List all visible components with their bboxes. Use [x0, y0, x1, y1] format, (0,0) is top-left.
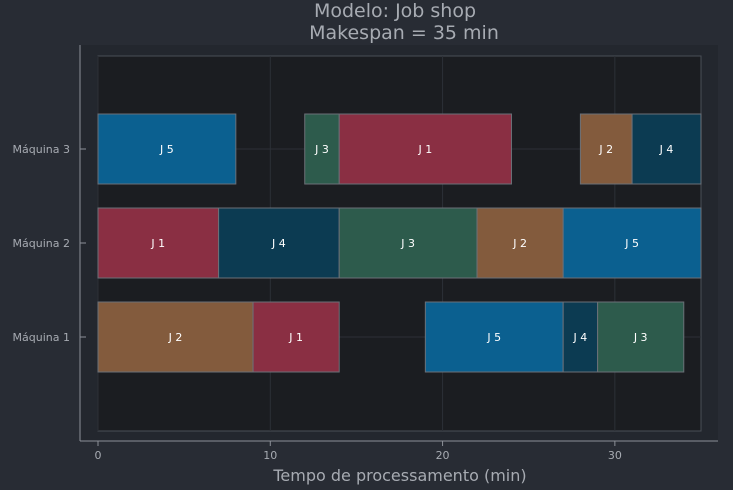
task-bar-label: J 4: [573, 331, 588, 344]
task-bar: [97, 207, 220, 279]
task-bar-label: J 2: [512, 237, 527, 250]
y-tick-label: Máquina 2: [13, 237, 70, 250]
y-tick-label: Máquina 1: [13, 331, 70, 344]
chart-title-line-2: Makespan = 35 min: [309, 22, 499, 44]
task-bar-label: J 3: [633, 331, 648, 344]
task-bar: [218, 207, 340, 279]
x-tick-label: 10: [263, 449, 277, 462]
task-bar-label: J 3: [400, 237, 415, 250]
task-bar-label: J 2: [598, 143, 613, 156]
x-tick-label: 20: [436, 449, 450, 462]
task-bar-label: J 5: [486, 331, 501, 344]
task-bar: [338, 113, 512, 185]
y-ticks: Máquina 1 Máquina 2 Máquina 3: [13, 143, 86, 344]
task-bar: [97, 113, 237, 185]
task-bar-label: J 5: [159, 143, 174, 156]
x-ticks: 0 10 20 30: [95, 441, 622, 462]
task-bar: [579, 113, 633, 185]
task-bar-label: J 1: [288, 331, 303, 344]
x-tick-label: 0: [95, 449, 102, 462]
task-bar-label: J 5: [624, 237, 639, 250]
y-tick-label: Máquina 3: [13, 143, 70, 156]
task-bar-labels: J 2 J 1 J 5 J 4 J 3 J 1 J 4 J 3 J 2 J 5 J 5 J 3 J 1 J…: [150, 143, 673, 344]
chart-title-line-1: Modelo: Job shop: [314, 0, 476, 22]
x-tick-label: 30: [608, 449, 622, 462]
task-bar: [631, 113, 702, 185]
task-bar: [562, 301, 599, 373]
task-bar: [304, 113, 340, 185]
task-bar: [97, 301, 254, 373]
task-bar-label: J 1: [150, 237, 165, 250]
task-bars: [97, 113, 702, 373]
task-bar-label: J 2: [168, 331, 183, 344]
task-bar-label: J 4: [271, 237, 286, 250]
task-bar: [252, 301, 340, 373]
task-bar-label: J 1: [417, 143, 432, 156]
task-bar: [597, 301, 685, 373]
task-bar-label: J 3: [314, 143, 329, 156]
task-bar: [424, 301, 564, 373]
x-axis-label: Tempo de processamento (min): [272, 466, 526, 485]
task-bar: [562, 207, 702, 279]
task-bar: [476, 207, 564, 279]
task-bar: [338, 207, 478, 279]
task-bar-label: J 4: [659, 143, 674, 156]
